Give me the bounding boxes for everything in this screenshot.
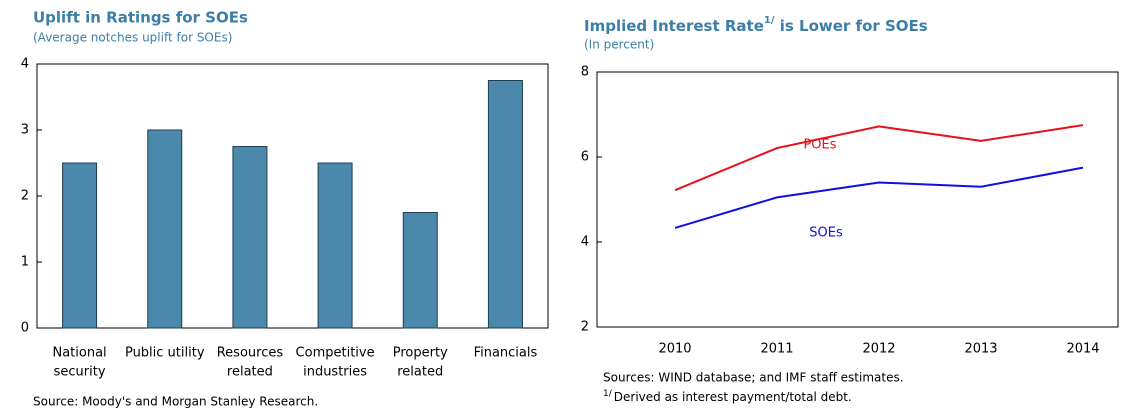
title-sup: 1/ [764,15,775,26]
y-tick-label: 2 [581,320,589,335]
x-tick-label: industries [303,365,367,380]
y-tick-label: 2 [21,189,29,204]
note-sup: 1/ [603,389,613,399]
chart-title: Uplift in Ratings for SOEs [33,9,248,27]
bar [402,212,438,329]
x-tick-label: 2014 [1066,342,1099,357]
y-tick-label: 8 [581,65,589,80]
x-tick-label: 2012 [862,342,895,357]
x-tick-label: 2010 [658,342,691,357]
y-tick-label: 4 [581,235,589,250]
bar [147,129,183,329]
chart-subtitle: (In percent) [584,38,654,52]
y-tick-label: 1 [21,255,29,270]
bar [487,80,523,329]
title-part: is Lower for SOEs [775,17,928,35]
series-label: POEs [803,138,836,153]
plot-frame [36,63,549,329]
note: 1/Derived as interest payment/total debt… [603,389,852,404]
y-tick-label: 3 [21,123,29,138]
x-tick-label: Public utility [125,346,205,361]
x-tick-label: Resources [217,346,284,361]
title-part: Implied Interest Rate [584,17,764,35]
note-text: Derived as interest payment/total debt. [614,390,852,404]
x-tick-label: related [227,365,273,380]
source: Sources: WIND database; and IMF staff es… [603,371,904,385]
line [674,166,1084,229]
x-tick-label: security [54,365,106,380]
x-tick-label: related [397,365,443,380]
bar [232,146,268,329]
plot-frame [596,71,1119,328]
x-tick-label: Property [393,346,448,361]
series-label: SOEs [809,226,843,241]
y-tick-label: 4 [21,57,29,72]
y-tick-label: 0 [21,321,29,336]
source: Source: Moody's and Morgan Stanley Resea… [33,395,318,409]
x-tick-label: 2013 [964,342,997,357]
x-tick-label: National [52,346,106,361]
x-tick-label: 2011 [760,342,793,357]
bar [62,162,98,329]
line [674,124,1084,192]
chart-subtitle: (Average notches uplift for SOEs) [33,31,232,45]
x-tick-label: Financials [474,346,538,361]
bar [317,162,353,329]
chart-title: Implied Interest Rate1/ is Lower for SOE… [584,15,928,35]
y-tick-label: 6 [581,150,589,165]
x-tick-label: Competitive [296,346,375,361]
